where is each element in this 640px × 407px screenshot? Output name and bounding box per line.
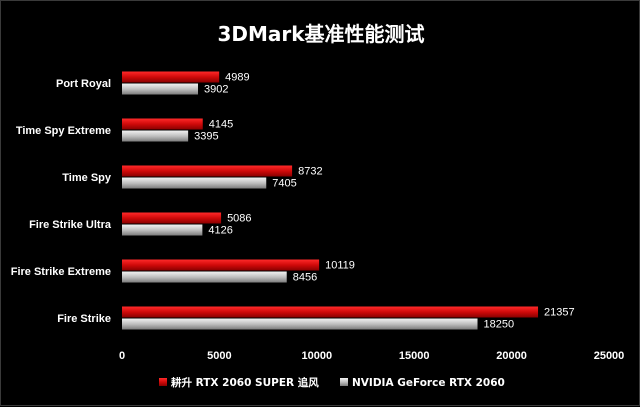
x-axis-ticks: 0 5000 10000 15000 20000 25000 xyxy=(119,350,624,362)
legend-label: 耕升 RTX 2060 SUPER 追风 xyxy=(171,376,319,389)
legend: 耕升 RTX 2060 SUPER 追风 NVIDIA GeForce RTX 2… xyxy=(159,376,505,389)
legend-swatch xyxy=(159,378,167,386)
x-tick-label: 0 xyxy=(119,350,125,362)
chart-title: 3DMark基准性能测试 xyxy=(217,22,424,46)
bar-secondary xyxy=(122,177,267,189)
bar-primary xyxy=(122,165,293,177)
x-tick-label: 5000 xyxy=(207,350,231,362)
data-label: 4126 xyxy=(208,225,232,237)
data-label: 7405 xyxy=(272,178,296,190)
legend-swatch xyxy=(340,378,348,386)
data-label: 5086 xyxy=(227,213,251,225)
bar-secondary xyxy=(122,83,199,95)
data-label: 3395 xyxy=(194,131,218,143)
data-label: 4989 xyxy=(225,72,249,84)
data-label: 3902 xyxy=(204,84,228,96)
x-tick-label: 20000 xyxy=(496,350,527,362)
data-label: 10119 xyxy=(325,260,355,272)
legend-label: NVIDIA GeForce RTX 2060 xyxy=(352,377,505,389)
category-label: Time Spy Extreme xyxy=(16,125,111,137)
data-label: 8456 xyxy=(293,272,317,284)
bar-primary xyxy=(122,306,539,318)
category-label: Fire Strike xyxy=(57,313,111,325)
bar-primary xyxy=(122,212,222,224)
data-label: 4145 xyxy=(209,119,233,131)
bar-secondary xyxy=(122,130,189,142)
x-tick-label: 25000 xyxy=(594,350,625,362)
data-label: 21357 xyxy=(544,307,575,319)
bars xyxy=(122,71,539,330)
bar-secondary xyxy=(122,224,203,236)
data-label: 8732 xyxy=(298,166,322,178)
bar-secondary xyxy=(122,318,478,330)
bar-primary xyxy=(122,118,203,130)
category-label: Port Royal xyxy=(56,78,111,90)
category-label: Fire Strike Ultra xyxy=(29,219,112,231)
category-label: Time Spy xyxy=(62,172,112,184)
category-labels: Port Royal Time Spy Extreme Time Spy Fire S… xyxy=(11,78,112,325)
bar-primary xyxy=(122,259,320,271)
x-tick-label: 15000 xyxy=(399,350,430,362)
data-label: 18250 xyxy=(484,319,515,331)
category-label: Fire Strike Extreme xyxy=(11,266,111,278)
bar-secondary xyxy=(122,271,287,283)
bar-primary xyxy=(122,71,220,83)
x-tick-label: 10000 xyxy=(302,350,333,362)
